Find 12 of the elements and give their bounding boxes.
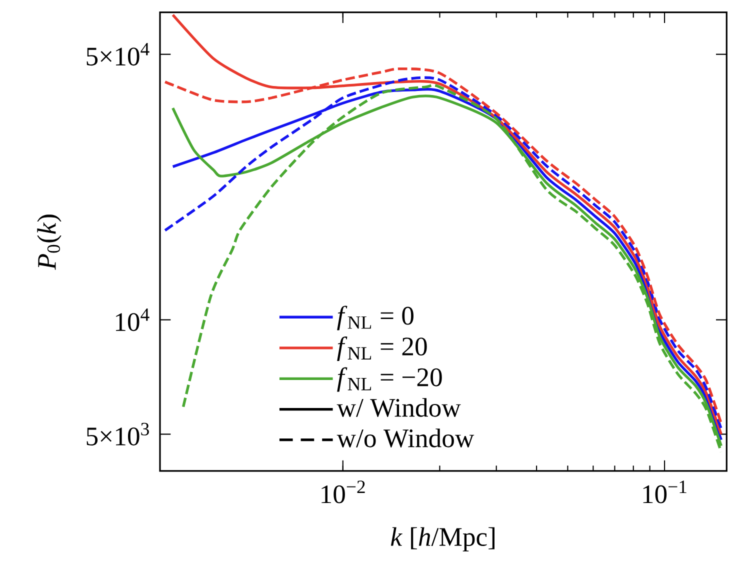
annotation: w/o Window [336, 428, 474, 448]
y-tick-label: 5×10$^{3}$ [86, 422, 149, 446]
y-axis-title: P$_{0}$(k) [37, 214, 62, 270]
y-tick-label: 5×10$^{4}$ [86, 43, 150, 66]
y-tick-label: 10$^{4}$ [116, 308, 150, 332]
x-axis-title: k [h/Mpc] [390, 527, 494, 552]
x-tick-label: 10$^{−2}$ [322, 480, 365, 504]
annotation: w/ Window [336, 398, 461, 417]
legend-label: f$_{NL}$ = 20 [337, 336, 427, 361]
legend-label: f$_{NL}$ = −20 [337, 367, 442, 392]
x-tick-label: 10$^{−1}$ [643, 480, 686, 504]
legend-label: f$_{NL}$ = 0 [337, 306, 414, 330]
